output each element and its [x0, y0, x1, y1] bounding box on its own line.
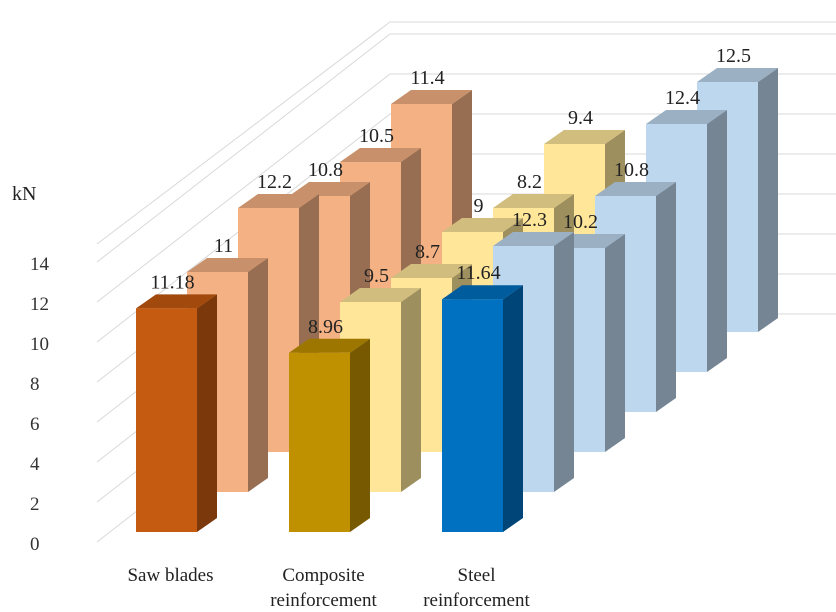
bar-front: [136, 308, 197, 532]
x-category-label: Saw blades: [127, 565, 213, 586]
data-label: 10.8: [614, 159, 649, 181]
bar-side: [707, 110, 727, 372]
data-label: 9.5: [364, 265, 389, 287]
bar-top: [136, 294, 217, 309]
gridline: [96, 33, 836, 263]
bar: [136, 294, 217, 532]
bar-side: [554, 232, 574, 492]
bar-side: [197, 294, 217, 532]
bar-front: [289, 352, 350, 532]
data-label: 9: [474, 195, 484, 217]
data-label: 10.8: [308, 159, 343, 181]
bar-top: [340, 288, 421, 302]
bar-side: [605, 234, 625, 452]
bar-top: [238, 194, 319, 208]
bar-side: [758, 68, 778, 332]
bar-top: [595, 182, 676, 196]
bar: [697, 68, 778, 332]
bar-top: [289, 182, 370, 196]
bar-side: [656, 182, 676, 412]
x-category-label: reinforcement: [423, 590, 530, 611]
bar-top: [493, 194, 574, 208]
data-label: 11.64: [456, 262, 500, 284]
gridline: [96, 73, 836, 303]
y-tick-label: 6: [30, 414, 40, 435]
data-label: 11.18: [150, 271, 194, 293]
bar-top: [391, 264, 472, 278]
y-axis: 0 2 4 6 8 10 12 14 kN: [12, 183, 50, 555]
bar-side: [401, 288, 421, 492]
bar-top: [544, 130, 625, 144]
bar-top: [391, 90, 472, 104]
bar-top: [442, 218, 523, 232]
y-tick-label: 14: [30, 254, 50, 275]
y-tick-label: 10: [30, 334, 49, 355]
gridline: [96, 21, 836, 245]
data-label: 8.96: [308, 316, 343, 338]
bar-side: [350, 338, 370, 532]
bar-top: [646, 110, 727, 124]
data-label: 8.2: [517, 171, 542, 193]
y-axis-unit: kN: [12, 183, 36, 205]
y-tick-label: 4: [30, 454, 40, 475]
y-tick-label: 12: [30, 294, 49, 315]
y-tick-label: 8: [30, 374, 40, 395]
bar-top: [442, 285, 523, 300]
bar-top: [493, 232, 574, 246]
bar-front: [442, 299, 503, 532]
bar-side: [248, 258, 268, 492]
bar-top: [289, 338, 370, 353]
y-tick-label: 0: [30, 534, 40, 555]
bar-top: [340, 148, 421, 162]
data-label: 10.2: [563, 211, 598, 233]
y-tick-label: 2: [30, 494, 40, 515]
bars: [136, 68, 778, 532]
data-label: 12.5: [716, 45, 751, 67]
bar-top: [187, 258, 268, 272]
bar: [442, 285, 523, 532]
bar-top: [697, 68, 778, 82]
data-label: 11: [214, 235, 233, 257]
data-labels: 11.4 9.4 12.5 10.5 8.2 12.4 10.8 9 10.8 12.2 8.7 10…: [150, 45, 751, 338]
data-label: 11.4: [410, 67, 444, 89]
x-category-label: reinforcement: [270, 590, 377, 611]
data-label: 12.2: [257, 171, 292, 193]
bar-side: [503, 285, 523, 532]
x-axis-categories: Saw blades Composite reinforcement Steel rei…: [127, 565, 530, 611]
x-category-label: Steel: [458, 565, 496, 586]
bar: [289, 338, 370, 532]
data-label: 12.4: [665, 87, 700, 109]
data-label: 10.5: [359, 125, 394, 147]
data-label: 9.4: [568, 107, 593, 129]
data-label: 8.7: [415, 241, 440, 263]
data-label: 12.3: [512, 209, 547, 231]
x-category-label: Composite: [282, 565, 364, 586]
